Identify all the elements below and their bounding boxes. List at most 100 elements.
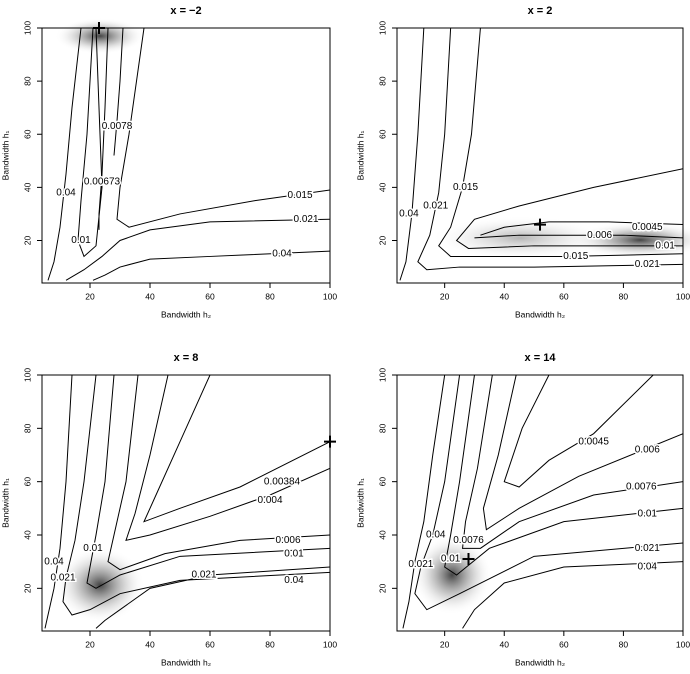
contour-label: 0.004 [257,495,282,506]
density-shade [430,216,610,260]
contour-label: 0.04 [272,248,292,259]
contour-line [503,375,654,488]
contour-line [95,566,330,629]
contour-line [62,375,330,616]
y-tick-label: 20 [377,236,387,246]
panel-title: x = −2 [170,5,201,17]
optimum-marker [462,553,475,565]
x-tick-label: 80 [265,291,275,301]
y-tick-label: 20 [22,236,32,246]
contour-label: 0.0045 [632,222,663,233]
contour-line [44,375,73,629]
contour-line [444,375,683,576]
x-tick-label: 80 [619,291,629,301]
contour-label: 0.04 [44,556,64,567]
contour-line [86,375,330,589]
shading [55,18,690,623]
contour-line [107,375,330,571]
contour-label: 0.006 [275,535,300,546]
contour-label: 0.0076 [626,482,657,493]
contour-line [125,375,330,542]
contour-line [482,375,683,531]
contours [47,28,330,281]
contour-label: 0.01 [638,508,658,519]
x-tick-label: 60 [205,291,215,301]
contour-line [116,28,330,228]
contour-line [417,28,683,271]
contour-line [399,28,425,281]
contour-line [47,28,82,281]
optimum-marker [534,218,546,231]
contour-label: 0.015 [453,182,478,193]
y-tick-label: 100 [377,21,387,35]
contour-line [65,218,330,281]
x-axis-label: Bandwidth h₂ [161,657,211,667]
x-tick-label: 20 [85,639,95,649]
x-tick-label: 80 [619,639,629,649]
y-tick-label: 80 [22,423,32,433]
panel: x = −2 Bandwidth h₂ Bandwidth h₁ 20 40 60 80 10… [0,5,337,319]
x-tick-label: 40 [500,639,510,649]
x-tick-label: 20 [440,639,450,649]
contour-label: 0.04 [638,562,658,573]
plot-frame [396,374,684,632]
x-axis-label: Bandwidth h₂ [515,309,565,319]
y-tick-label: 20 [22,583,32,593]
contour-label: 0.021 [191,570,216,581]
contours [44,375,330,629]
contour-label: 0.01 [441,554,461,565]
contour-label: 0.00673 [84,177,121,188]
y-tick-label: 40 [22,530,32,540]
x-tick-label: 100 [323,291,337,301]
x-tick-label: 60 [559,291,569,301]
contour-line [92,250,330,281]
panel: x = 8 Bandwidth h₂ Bandwidth h₁ 20 40 60 80 100… [0,352,337,667]
contour-label: 0.021 [423,201,448,212]
contour-line [143,375,330,523]
x-tick-label: 60 [205,639,215,649]
contour-line [414,375,683,611]
contours [399,28,683,281]
contour-label: 0.01 [284,548,304,559]
contour-line [474,234,683,239]
x-tick-label: 20 [85,291,95,301]
y-axis-label: Bandwidth h₁ [355,478,365,528]
x-tick-label: 100 [676,639,690,649]
optimum-marker [93,22,105,34]
panel-title: x = 8 [174,352,199,364]
x-tick-label: 40 [145,291,155,301]
y-tick-label: 40 [377,182,387,192]
contour-label: 0.04 [56,187,76,198]
contour-label: 0.006 [587,230,612,241]
contour-label: 0.0078 [102,121,133,132]
contour-label: 0.021 [635,543,660,554]
x-tick-label: 40 [500,291,510,301]
x-tick-label: 80 [265,639,275,649]
contours [402,375,683,629]
contour-label: 0.04 [284,575,304,586]
y-tick-label: 60 [22,477,32,487]
contour-line [402,375,446,629]
optimum-marker [324,435,336,448]
x-tick-label: 60 [559,639,569,649]
y-axis-label: Bandwidth h₁ [355,131,365,181]
plot-frame [41,27,331,284]
plot-frame [41,374,331,632]
contour-label: 0.021 [408,559,433,570]
x-tick-label: 20 [440,291,450,301]
y-tick-label: 60 [22,129,32,139]
contour-label: 0.021 [293,214,318,225]
contour-label: 0.01 [655,240,675,251]
panel: x = 14 Bandwidth h₂ Bandwidth h₁ 20 40 60 80 10… [355,352,690,667]
contour-label: 0.0076 [453,535,484,546]
contour-label: 0.00384 [264,476,301,487]
contour-label: 0.015 [287,190,312,201]
y-tick-label: 40 [22,182,32,192]
y-axis-label: Bandwidth h₁ [0,131,10,181]
x-axis-label: Bandwidth h₂ [515,657,565,667]
y-tick-label: 80 [22,76,32,86]
contour-line [77,28,103,258]
y-tick-label: 60 [377,477,387,487]
panel-title: x = 2 [528,5,553,17]
